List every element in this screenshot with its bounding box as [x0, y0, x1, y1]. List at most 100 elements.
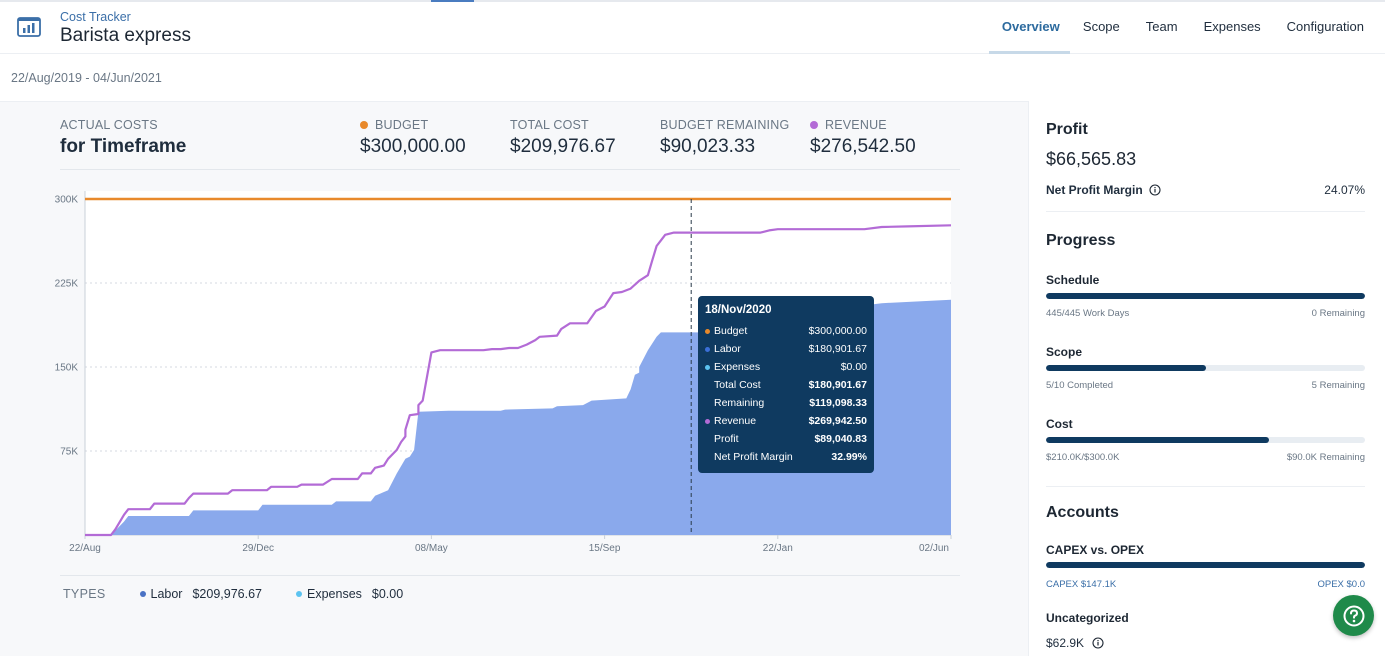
schedule-left: 445/445 Work Days	[1046, 308, 1130, 319]
y-tick-label: 150K	[55, 363, 79, 374]
info-icon[interactable]	[1092, 637, 1104, 649]
tooltip-row: Revenue $269,942.50	[705, 412, 867, 430]
x-tick-label: 08/May	[415, 543, 448, 554]
divider	[1046, 486, 1365, 487]
capex-opex-label: CAPEX vs. OPEX	[1046, 543, 1145, 557]
progress-title: Progress	[1046, 232, 1116, 249]
y-tick-label: 300K	[55, 195, 79, 206]
capex-opex-caption: CAPEX $147.1K OPEX $0.0	[1046, 579, 1365, 590]
kpi-actual-costs-value: for Timeframe	[60, 136, 187, 157]
tooltip-row-value: $89,040.83	[814, 433, 867, 445]
profit-title: Profit	[1046, 121, 1088, 138]
labor-dot-icon	[139, 591, 146, 597]
kpi-budget-value: $300,000.00	[360, 136, 466, 157]
cost-caption: $210.0K/$300.0K $90.0K Remaining	[1046, 452, 1365, 463]
schedule-right: 0 Remaining	[1311, 308, 1365, 319]
series-revenue-line	[85, 224, 952, 537]
opex-value: OPEX $0.0	[1317, 579, 1365, 590]
schedule-caption: 445/445 Work Days 0 Remaining	[1046, 308, 1365, 319]
x-tick-label: 02/Jun	[919, 543, 949, 554]
divider	[1046, 211, 1365, 212]
uncategorized-value: $62.9K	[1046, 636, 1085, 650]
kpi-revenue: REVENUE $276,542.50	[810, 118, 916, 158]
types-labor-value: $209,976.67	[192, 587, 262, 601]
kpi-budget: BUDGET $300,000.00	[360, 118, 466, 158]
cost-progress-bar	[1046, 437, 1365, 443]
uncategorized-label: Uncategorized	[1046, 611, 1129, 625]
kpi-divider	[60, 169, 960, 170]
x-tick-label: 22/Aug	[69, 543, 101, 554]
tooltip-row: Profit $89,040.83	[705, 430, 867, 448]
kpi-total-cost-value: $209,976.67	[510, 136, 616, 157]
tooltip-row-label: Budget	[714, 325, 748, 337]
tooltip-row: Net Profit Margin 32.99%	[705, 448, 867, 466]
x-tick-label: 29/Dec	[242, 543, 274, 554]
chart-logo-icon	[17, 17, 41, 37]
kpi-actual-costs-label: ACTUAL COSTS	[60, 118, 158, 132]
cost-left: $210.0K/$300.0K	[1046, 452, 1120, 463]
schedule-label: Schedule	[1046, 273, 1100, 287]
tooltip-row-value: $269,942.50	[808, 415, 867, 427]
scope-right: 5 Remaining	[1311, 380, 1365, 391]
date-range[interactable]: 22/Aug/2019 - 04/Jun/2021	[11, 71, 162, 85]
schedule-progress-bar	[1046, 293, 1365, 299]
tab-overview[interactable]: Overview	[988, 2, 1070, 54]
tooltip-row: Budget $300,000.00	[705, 322, 867, 340]
tooltip-row-value: $180,901.67	[808, 343, 867, 355]
y-tick-label: 75K	[60, 447, 78, 458]
cost-chart[interactable]: 300K 225K 150K 75K 22/Aug 29/Dec 08/May 15/Sep 2…	[0, 0, 1029, 656]
types-expenses[interactable]: Expenses $0.00	[296, 587, 403, 601]
header: Cost Tracker Barista express Overview Sc…	[0, 2, 1385, 54]
legend-dot-icon	[705, 418, 710, 424]
scope-left: 5/10 Completed	[1046, 380, 1114, 391]
cost-right: $90.0K Remaining	[1286, 452, 1365, 463]
tooltip-row: Total Cost $180,901.67	[705, 376, 867, 394]
project-name: Barista express	[60, 25, 191, 46]
types-divider	[60, 575, 960, 576]
types-labor[interactable]: Labor $209,976.67	[139, 587, 262, 601]
chart-tooltip: 18/Nov/2020 Budget $300,000.00 Labor $180,9…	[698, 296, 874, 473]
kpi-total-cost: TOTAL COST $209,976.67	[510, 118, 616, 158]
tooltip-row-label: Remaining	[714, 397, 765, 409]
kpi-budget-remaining: BUDGET REMAINING $90,023.33	[660, 118, 789, 158]
top-accent-mark	[431, 0, 474, 2]
scope-label: Scope	[1046, 345, 1083, 359]
tab-scope[interactable]: Scope	[1082, 19, 1120, 34]
profit-value: $66,565.83	[1046, 149, 1137, 169]
net-profit-margin-label: Net Profit Margin	[1046, 183, 1143, 197]
tooltip-row: Remaining $119,098.33	[705, 394, 867, 412]
kpi-budget-remaining-label: BUDGET REMAINING	[660, 118, 790, 132]
types-label: TYPES	[63, 587, 106, 601]
capex-opex-bar	[1046, 562, 1365, 568]
tooltip-row-label: Revenue	[714, 415, 757, 427]
top-accent	[0, 0, 1385, 2]
help-button[interactable]	[1333, 595, 1374, 636]
kpi-total-cost-label: TOTAL COST	[510, 118, 589, 132]
y-tick-label: 225K	[55, 279, 79, 290]
tab-expenses[interactable]: Expenses	[1203, 19, 1261, 34]
x-tick-label: 15/Sep	[589, 543, 621, 554]
types-expenses-label: Expenses	[307, 587, 362, 601]
types-expenses-value: $0.00	[371, 587, 404, 601]
kpi-revenue-value: $276,542.50	[810, 136, 916, 157]
uncategorized-row: $62.9K	[1046, 636, 1104, 650]
budget-dot-icon	[360, 121, 368, 129]
tab-team[interactable]: Team	[1145, 19, 1178, 34]
cost-label: Cost	[1046, 417, 1073, 431]
legend-dot-icon	[705, 346, 710, 352]
tooltip-row-value: $0.00	[840, 361, 867, 373]
info-icon[interactable]	[1149, 184, 1161, 196]
tooltip-row-label: Profit	[714, 433, 739, 445]
tooltip-row-value: $180,901.67	[808, 379, 867, 391]
tooltip-title: 18/Nov/2020	[705, 304, 772, 316]
tooltip-row-label: Net Profit Margin	[714, 451, 793, 463]
kpi-actual-costs: ACTUAL COSTS for Timeframe	[60, 118, 186, 158]
tab-configuration[interactable]: Configuration	[1286, 19, 1364, 34]
tooltip-row-label: Expenses	[714, 361, 761, 373]
scope-caption: 5/10 Completed 5 Remaining	[1046, 380, 1365, 391]
expenses-dot-icon	[296, 591, 302, 597]
nav-tabs: Overview Scope Team Expenses Configurati…	[988, 2, 1385, 54]
tooltip-row-label: Total Cost	[714, 379, 761, 391]
types-labor-label: Labor	[150, 587, 183, 601]
tooltip-row-value: $300,000.00	[808, 325, 867, 337]
